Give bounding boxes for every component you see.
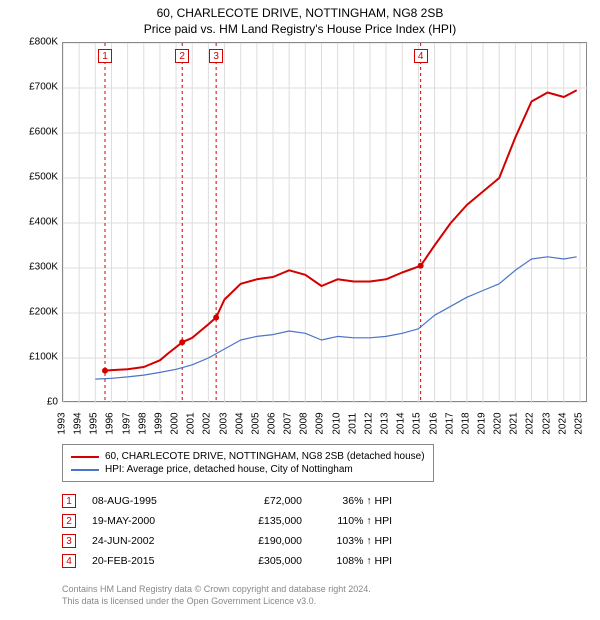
x-axis-label: 2007	[283, 409, 294, 439]
event-row-2: 2 19-MAY-2000 £135,000 110% ↑ HPI	[62, 514, 392, 528]
chart-marker-2: 2	[175, 49, 189, 63]
x-axis-label: 2005	[250, 409, 261, 439]
x-axis-label: 2001	[186, 409, 197, 439]
footer-attribution: Contains HM Land Registry data © Crown c…	[62, 584, 371, 607]
y-axis-label: £100K	[12, 352, 58, 363]
event-marker-2: 2	[62, 514, 76, 528]
event-row-3: 3 24-JUN-2002 £190,000 103% ↑ HPI	[62, 534, 392, 548]
x-axis-label: 2024	[557, 409, 568, 439]
x-axis-label: 2011	[347, 409, 358, 439]
x-axis-label: 1995	[89, 409, 100, 439]
chart-marker-1: 1	[98, 49, 112, 63]
x-axis-label: 1999	[153, 409, 164, 439]
chart-marker-3: 3	[209, 49, 223, 63]
event-price-1: £72,000	[212, 495, 302, 507]
y-axis-label: £200K	[12, 307, 58, 318]
legend-swatch-hpi	[71, 469, 99, 471]
y-axis-label: £400K	[12, 217, 58, 228]
legend-item-hpi: HPI: Average price, detached house, City…	[71, 464, 425, 475]
event-date-4: 20-FEB-2015	[92, 555, 212, 567]
footer-line2: This data is licensed under the Open Gov…	[62, 596, 371, 608]
event-row-1: 1 08-AUG-1995 £72,000 36% ↑ HPI	[62, 494, 392, 508]
plot-area: 1 2 3 4	[62, 42, 587, 402]
event-pct-3: 103% ↑ HPI	[302, 535, 392, 547]
x-axis-label: 1998	[137, 409, 148, 439]
x-axis-label: 2008	[299, 409, 310, 439]
x-axis-label: 2000	[170, 409, 181, 439]
x-axis-label: 2021	[509, 409, 520, 439]
event-price-4: £305,000	[212, 555, 302, 567]
x-axis-label: 2012	[363, 409, 374, 439]
event-price-3: £190,000	[212, 535, 302, 547]
x-axis-label: 2023	[541, 409, 552, 439]
footer-line1: Contains HM Land Registry data © Crown c…	[62, 584, 371, 596]
x-axis-label: 2015	[412, 409, 423, 439]
x-axis-label: 1994	[73, 409, 84, 439]
x-axis-label: 2022	[525, 409, 536, 439]
y-axis-label: £600K	[12, 127, 58, 138]
x-axis-label: 2004	[234, 409, 245, 439]
event-pct-1: 36% ↑ HPI	[302, 495, 392, 507]
x-axis-label: 2016	[428, 409, 439, 439]
x-axis-label: 2020	[493, 409, 504, 439]
y-axis-label: £0	[12, 397, 58, 408]
x-axis-label: 2006	[267, 409, 278, 439]
x-axis-label: 2019	[477, 409, 488, 439]
event-pct-2: 110% ↑ HPI	[302, 515, 392, 527]
x-axis-label: 1997	[121, 409, 132, 439]
x-axis-label: 2017	[444, 409, 455, 439]
x-axis-label: 2025	[573, 409, 584, 439]
x-axis-label: 2014	[396, 409, 407, 439]
x-axis-label: 1996	[105, 409, 116, 439]
event-marker-3: 3	[62, 534, 76, 548]
x-axis-label: 2018	[460, 409, 471, 439]
event-price-2: £135,000	[212, 515, 302, 527]
event-row-4: 4 20-FEB-2015 £305,000 108% ↑ HPI	[62, 554, 392, 568]
y-axis-label: £800K	[12, 37, 58, 48]
x-axis-label: 2002	[202, 409, 213, 439]
x-axis-label: 2009	[315, 409, 326, 439]
event-marker-4: 4	[62, 554, 76, 568]
event-date-1: 08-AUG-1995	[92, 495, 212, 507]
legend-label-property: 60, CHARLECOTE DRIVE, NOTTINGHAM, NG8 2S…	[105, 451, 425, 462]
y-axis-label: £300K	[12, 262, 58, 273]
chart-area: 1 2 3 4 £0 £100K £200K £300K £400K £500K £600K £70…	[10, 42, 590, 434]
x-axis-label: 2003	[218, 409, 229, 439]
y-axis-label: £500K	[12, 172, 58, 183]
x-axis-label: 2013	[380, 409, 391, 439]
event-date-3: 24-JUN-2002	[92, 535, 212, 547]
legend-item-property: 60, CHARLECOTE DRIVE, NOTTINGHAM, NG8 2S…	[71, 451, 425, 462]
chart-container: 60, CHARLECOTE DRIVE, NOTTINGHAM, NG8 2S…	[0, 0, 600, 620]
legend-swatch-property	[71, 456, 99, 458]
events-table: 1 08-AUG-1995 £72,000 36% ↑ HPI 2 19-MAY…	[62, 488, 392, 574]
legend: 60, CHARLECOTE DRIVE, NOTTINGHAM, NG8 2S…	[62, 444, 434, 482]
event-pct-4: 108% ↑ HPI	[302, 555, 392, 567]
plot-svg	[63, 43, 588, 403]
chart-marker-4: 4	[414, 49, 428, 63]
x-axis-label: 1993	[57, 409, 68, 439]
event-date-2: 19-MAY-2000	[92, 515, 212, 527]
event-marker-1: 1	[62, 494, 76, 508]
chart-title: 60, CHARLECOTE DRIVE, NOTTINGHAM, NG8 2S…	[0, 0, 600, 20]
y-axis-label: £700K	[12, 82, 58, 93]
x-axis-label: 2010	[331, 409, 342, 439]
legend-label-hpi: HPI: Average price, detached house, City…	[105, 464, 353, 475]
chart-subtitle: Price paid vs. HM Land Registry's House …	[0, 20, 600, 36]
